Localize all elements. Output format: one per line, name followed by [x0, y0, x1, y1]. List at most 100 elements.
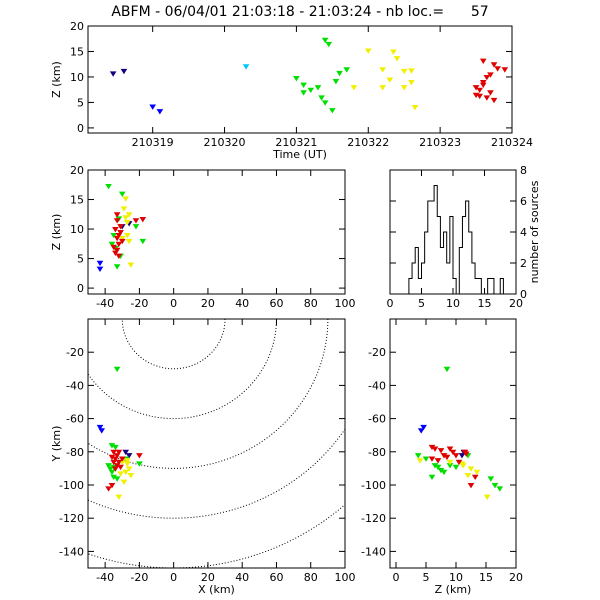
data-point — [125, 212, 133, 218]
data-point — [120, 206, 128, 212]
histogram-bar — [431, 201, 434, 294]
x-tick-label: -40 — [96, 571, 114, 584]
data-point — [462, 451, 470, 457]
data-point — [124, 219, 131, 226]
data-point — [501, 67, 509, 73]
histogram-bar — [447, 263, 450, 294]
data-point — [106, 466, 114, 472]
data-point — [496, 486, 504, 492]
y-tick-label: -80 — [368, 446, 386, 459]
data-point — [108, 454, 116, 461]
data-point — [300, 90, 307, 96]
data-point — [487, 90, 494, 96]
data-point — [149, 104, 156, 110]
y-tick-label: 5 — [77, 253, 84, 266]
histogram-outline — [408, 185, 504, 294]
x-tick-label: 20 — [509, 571, 523, 584]
y-tick-label: 0 — [77, 282, 84, 295]
data-point — [464, 473, 472, 479]
data-point — [393, 56, 401, 62]
x-tick-label: 80 — [304, 297, 318, 310]
y-tick-label: 5 — [77, 96, 84, 109]
data-point — [491, 483, 499, 489]
data-point — [113, 247, 121, 254]
data-point — [113, 218, 121, 224]
panel-height-y: 0 5 10 15 20 -20 -40 -60 -80 -100 -120 -140 Z (km) — [361, 318, 523, 596]
data-point — [112, 456, 119, 462]
data-point — [117, 224, 124, 230]
y-tick-label: -60 — [368, 413, 386, 426]
data-point — [118, 456, 126, 462]
x-tick-label: 100 — [335, 297, 356, 310]
data-point — [115, 459, 123, 466]
data-point — [479, 80, 487, 86]
y-tick-label: 8 — [520, 164, 527, 177]
y-axis-label: Y (km) — [50, 426, 63, 463]
data-layer — [96, 366, 143, 500]
y-tick-label: 15 — [70, 45, 84, 58]
data-point — [483, 494, 491, 500]
x-tick-label: 210324 — [491, 136, 533, 149]
data-point — [483, 95, 491, 101]
y-tick-label: -40 — [66, 379, 84, 392]
data-point — [109, 71, 117, 77]
data-point — [139, 217, 147, 223]
data-point — [125, 238, 133, 245]
x-axis-label: Time (UT) — [272, 148, 327, 161]
data-point — [318, 95, 325, 101]
data-point — [390, 49, 397, 55]
data-point — [115, 449, 123, 456]
data-point — [416, 458, 424, 464]
x-tick-label: 20 — [201, 571, 215, 584]
data-point — [443, 454, 451, 461]
x-tick-label: 210319 — [132, 136, 174, 149]
data-point — [452, 453, 460, 459]
data-point — [411, 105, 419, 111]
y-tick-label: 15 — [70, 194, 84, 207]
y-tick-label: -120 — [361, 512, 386, 525]
panel-time-height: 210319 210320 210321 210322 210323 210324 0 5 10… — [50, 20, 533, 161]
y-tick-label: 0 — [77, 122, 84, 135]
plot-frame — [87, 318, 346, 569]
data-point — [467, 483, 475, 489]
data-point — [443, 366, 451, 373]
data-point — [332, 79, 340, 85]
y-tick-label: -100 — [59, 479, 84, 492]
x-tick-label: 20 — [509, 297, 523, 310]
data-point — [350, 85, 358, 91]
y-tick-label: 10 — [70, 71, 84, 84]
x-tick-label: 60 — [269, 297, 283, 310]
y-tick-label: -80 — [66, 446, 84, 459]
data-point — [321, 100, 329, 106]
plot-frame — [87, 169, 346, 295]
data-point — [96, 424, 104, 431]
data-point — [440, 469, 448, 476]
data-point — [329, 108, 336, 114]
x-tick-label: 0 — [170, 571, 177, 584]
y-axis-label: Z (km) — [50, 61, 63, 98]
data-point — [136, 453, 143, 459]
histogram-bar — [475, 279, 478, 295]
data-point — [343, 67, 351, 73]
data-point — [132, 224, 140, 230]
data-point — [379, 85, 386, 91]
y-tick-label: 6 — [520, 195, 527, 208]
data-point — [408, 80, 415, 86]
data-point — [364, 48, 372, 54]
data-point — [125, 466, 133, 472]
data-point — [452, 464, 460, 471]
panel-plan-view: -40 -20 0 20 40 60 80 100 -20 -40 -60 -80 -100 -120 -1… — [50, 318, 356, 596]
y-tick-label: -40 — [368, 379, 386, 392]
plot-frame — [389, 318, 517, 569]
data-point — [325, 41, 333, 48]
data-point — [428, 474, 436, 481]
y-axis-label: Z (km) — [50, 214, 63, 251]
data-point — [110, 244, 118, 251]
data-point — [420, 424, 427, 431]
y-tick-label: -140 — [59, 545, 84, 558]
data-point — [446, 459, 454, 466]
y-tick-label: -140 — [361, 545, 386, 558]
data-point — [110, 232, 118, 239]
